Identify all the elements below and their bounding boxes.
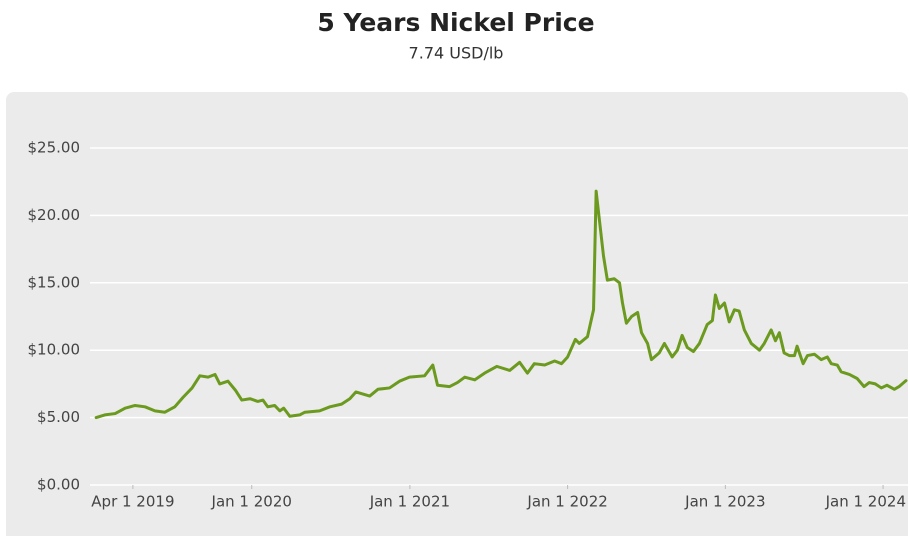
plot-panel (6, 92, 908, 536)
y-tick-label: $15.00 (28, 273, 81, 291)
x-tick-label: Apr 1 2019 (91, 493, 174, 511)
y-tick-label: $0.00 (37, 476, 80, 494)
x-tick-label: Jan 1 2024 (825, 493, 906, 511)
x-tick-label: Jan 1 2022 (526, 493, 607, 511)
x-tick-label: Jan 1 2023 (684, 493, 765, 511)
chart-title: 5 Years Nickel Price (317, 8, 594, 37)
y-tick-label: $25.00 (28, 139, 81, 157)
y-tick-label: $5.00 (37, 408, 80, 426)
y-tick-label: $10.00 (28, 341, 81, 359)
y-tick-label: $20.00 (28, 206, 81, 224)
chart-subtitle: 7.74 USD/lb (409, 44, 504, 63)
x-tick-label: Jan 1 2020 (211, 493, 292, 511)
price-line (94, 189, 908, 420)
x-tick-label: Jan 1 2021 (369, 493, 450, 511)
